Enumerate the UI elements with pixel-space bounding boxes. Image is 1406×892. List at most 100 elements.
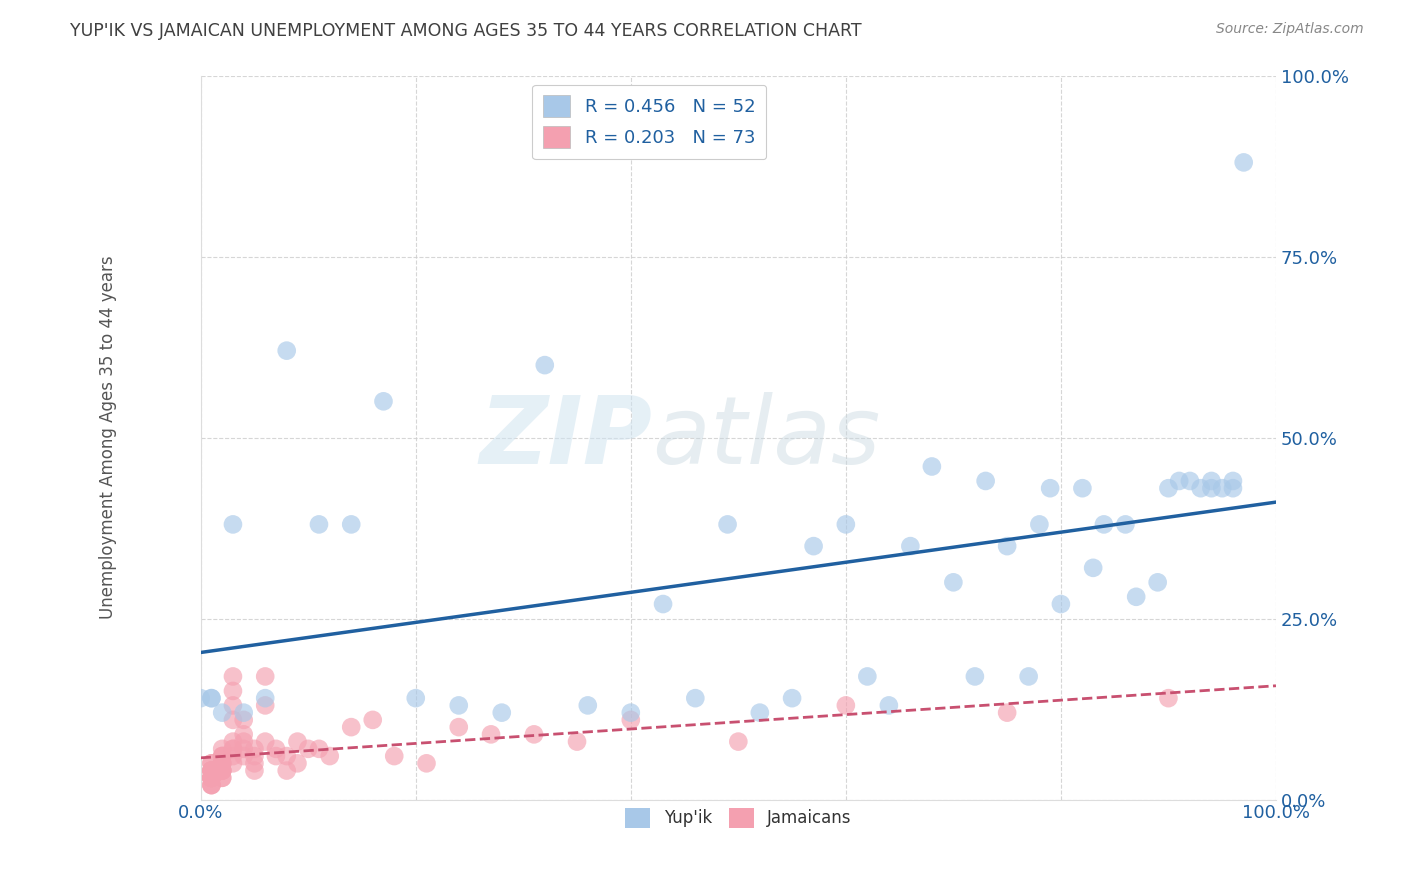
Point xyxy=(1222,481,1244,495)
Point xyxy=(243,742,266,756)
Point xyxy=(727,734,749,748)
Y-axis label: Unemployment Among Ages 35 to 44 years: Unemployment Among Ages 35 to 44 years xyxy=(100,256,117,619)
Point xyxy=(211,771,233,785)
Point xyxy=(447,698,470,713)
Point xyxy=(211,771,233,785)
Point xyxy=(243,749,266,764)
Point xyxy=(1201,474,1223,488)
Point xyxy=(1081,561,1104,575)
Point xyxy=(297,742,319,756)
Point xyxy=(211,742,233,756)
Point xyxy=(1018,669,1040,683)
Point xyxy=(200,771,222,785)
Point xyxy=(232,734,254,748)
Point xyxy=(405,691,427,706)
Point xyxy=(232,749,254,764)
Point xyxy=(232,727,254,741)
Point xyxy=(222,684,245,698)
Point xyxy=(211,756,233,771)
Point xyxy=(200,771,222,785)
Point xyxy=(1222,474,1244,488)
Point xyxy=(264,749,287,764)
Point xyxy=(1189,481,1212,495)
Point xyxy=(222,669,245,683)
Point xyxy=(319,749,342,764)
Point xyxy=(576,698,599,713)
Point xyxy=(254,691,277,706)
Point xyxy=(523,727,546,741)
Point xyxy=(211,764,233,778)
Point xyxy=(200,756,222,771)
Point xyxy=(200,778,222,792)
Point xyxy=(565,734,588,748)
Point xyxy=(190,691,212,706)
Point xyxy=(1211,481,1233,495)
Point xyxy=(533,358,555,372)
Point xyxy=(222,698,245,713)
Point xyxy=(620,713,643,727)
Point xyxy=(222,734,245,748)
Point xyxy=(200,756,222,771)
Point xyxy=(211,756,233,771)
Point xyxy=(835,517,858,532)
Point xyxy=(200,771,222,785)
Point xyxy=(1168,474,1191,488)
Text: YUP'IK VS JAMAICAN UNEMPLOYMENT AMONG AGES 35 TO 44 YEARS CORRELATION CHART: YUP'IK VS JAMAICAN UNEMPLOYMENT AMONG AG… xyxy=(70,22,862,40)
Point xyxy=(856,669,879,683)
Point xyxy=(200,764,222,778)
Point xyxy=(200,764,222,778)
Point xyxy=(652,597,675,611)
Point xyxy=(340,720,363,734)
Point xyxy=(222,756,245,771)
Point xyxy=(211,749,233,764)
Point xyxy=(995,706,1018,720)
Point xyxy=(232,706,254,720)
Point xyxy=(200,691,222,706)
Point xyxy=(1125,590,1147,604)
Point xyxy=(1092,517,1115,532)
Point xyxy=(222,742,245,756)
Point xyxy=(382,749,405,764)
Point xyxy=(200,778,222,792)
Point xyxy=(803,539,825,553)
Point xyxy=(685,691,707,706)
Point xyxy=(243,764,266,778)
Point xyxy=(254,734,277,748)
Point xyxy=(211,756,233,771)
Point xyxy=(276,749,298,764)
Point xyxy=(479,727,502,741)
Point xyxy=(963,669,986,683)
Point xyxy=(243,756,266,771)
Point xyxy=(361,713,384,727)
Point xyxy=(716,517,738,532)
Point xyxy=(308,742,330,756)
Point xyxy=(1039,481,1062,495)
Point xyxy=(1157,481,1180,495)
Point xyxy=(491,706,513,720)
Point xyxy=(200,771,222,785)
Point xyxy=(222,742,245,756)
Point xyxy=(200,771,222,785)
Point xyxy=(211,749,233,764)
Point xyxy=(1028,517,1050,532)
Point xyxy=(1157,691,1180,706)
Point xyxy=(748,706,770,720)
Point xyxy=(222,749,245,764)
Point xyxy=(1146,575,1168,590)
Point xyxy=(308,517,330,532)
Point xyxy=(974,474,997,488)
Point xyxy=(415,756,437,771)
Point xyxy=(877,698,900,713)
Point xyxy=(222,517,245,532)
Point xyxy=(1201,481,1223,495)
Point xyxy=(200,691,222,706)
Point xyxy=(200,771,222,785)
Point xyxy=(211,764,233,778)
Point xyxy=(1178,474,1201,488)
Point xyxy=(232,742,254,756)
Point xyxy=(620,706,643,720)
Point xyxy=(921,459,943,474)
Point xyxy=(780,691,803,706)
Point xyxy=(942,575,965,590)
Legend: Yup'ik, Jamaicans: Yup'ik, Jamaicans xyxy=(619,801,858,835)
